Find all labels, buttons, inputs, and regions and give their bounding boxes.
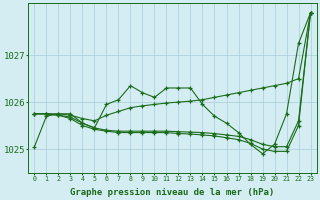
X-axis label: Graphe pression niveau de la mer (hPa): Graphe pression niveau de la mer (hPa) xyxy=(70,188,275,197)
